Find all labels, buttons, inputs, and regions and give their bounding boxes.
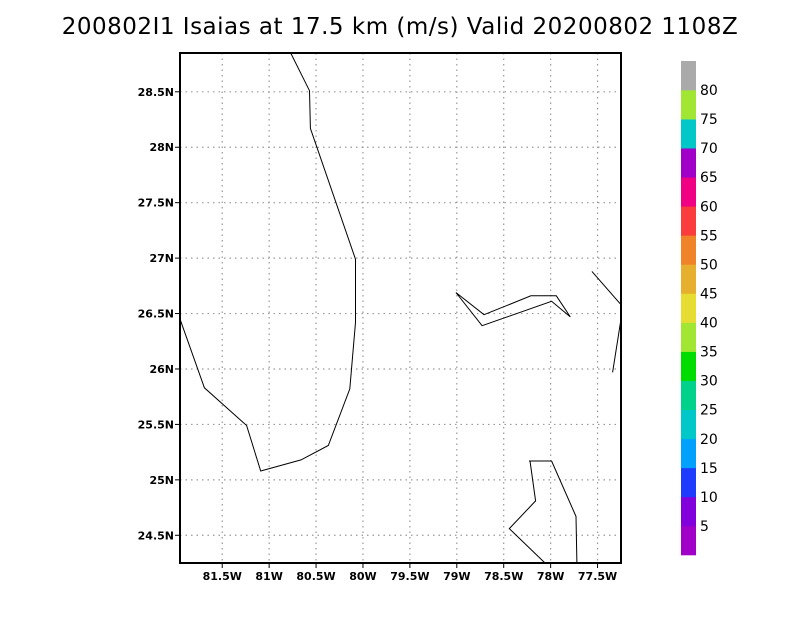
colorbar-label: 20 xyxy=(700,432,718,448)
lon-tick-label: 79W xyxy=(443,570,470,583)
lon-tick-label: 80.5W xyxy=(296,570,335,583)
coastline xyxy=(591,271,622,373)
lon-tick-label: 78W xyxy=(537,570,564,583)
coastline xyxy=(455,292,571,327)
lat-tick-label: 28.5N xyxy=(138,86,174,99)
lat-tick-label: 27N xyxy=(149,252,174,265)
colorbar-label: 25 xyxy=(700,403,718,419)
colorbar-swatch xyxy=(681,351,696,381)
lon-tick-label: 81.5W xyxy=(203,570,242,583)
colorbar-label: 5 xyxy=(700,519,709,535)
colorbar-swatch xyxy=(681,177,696,207)
lat-tick-label: 26.5N xyxy=(138,308,174,321)
colorbar-label: 30 xyxy=(700,374,718,390)
colorbar-swatch xyxy=(681,525,696,556)
lat-tick-label: 25N xyxy=(149,474,174,487)
colorbar-swatch xyxy=(681,264,696,294)
colorbar-label: 40 xyxy=(700,316,718,332)
colorbar-label: 50 xyxy=(700,257,718,273)
colorbar-label: 35 xyxy=(700,345,718,361)
axis-ticks: 24.5N 25N 25.5N 26N 26.5N 27N 27.5N 28N 28.5N 81.… xyxy=(138,86,618,583)
map-frame xyxy=(179,52,622,564)
colorbar-label: 55 xyxy=(700,228,718,244)
graticule xyxy=(180,53,621,563)
colorbar-swatch xyxy=(681,409,696,440)
lon-tick-label: 78.5W xyxy=(484,570,523,583)
colorbar-swatch xyxy=(681,148,696,178)
colorbar-swatch xyxy=(681,293,696,323)
colorbar-swatch xyxy=(681,235,696,265)
coastlines xyxy=(179,52,622,564)
lat-tick-label: 26N xyxy=(149,363,174,376)
lon-tick-label: 77.5W xyxy=(578,570,617,583)
colorbar-label: 75 xyxy=(700,112,718,128)
colorbar: 5 10 15 20 25 30 35 40 45 50 55 60 65 70 75 80 xyxy=(681,61,718,556)
colorbar-swatch xyxy=(681,90,696,120)
lat-tick-label: 28N xyxy=(149,141,174,154)
colorbar-label: 10 xyxy=(700,490,718,506)
colorbar-swatch xyxy=(681,467,696,498)
lat-tick-label: 25.5N xyxy=(138,418,174,431)
colorbar-label: 65 xyxy=(700,170,718,186)
colorbar-label: 45 xyxy=(700,286,718,302)
colorbar-swatch xyxy=(681,322,696,352)
map-title: 200802I1 Isaias at 17.5 km (m/s) Valid 2… xyxy=(61,14,739,40)
colorbar-swatch xyxy=(681,496,696,527)
colorbar-swatch xyxy=(681,206,696,236)
colorbar-swatch xyxy=(681,380,696,411)
coastline xyxy=(508,460,546,564)
colorbar-label: 80 xyxy=(700,83,718,99)
colorbar-swatch xyxy=(681,61,696,91)
coastline xyxy=(179,52,356,472)
coastline xyxy=(529,460,578,564)
lon-tick-label: 80W xyxy=(349,570,376,583)
lon-tick-label: 79.5W xyxy=(390,570,429,583)
lon-tick-label: 81W xyxy=(255,570,282,583)
colorbar-swatch xyxy=(681,438,696,469)
colorbar-label: 15 xyxy=(700,461,718,477)
lat-tick-label: 27.5N xyxy=(138,197,174,210)
colorbar-swatch xyxy=(681,119,696,149)
colorbar-label: 60 xyxy=(700,199,718,215)
colorbar-label: 70 xyxy=(700,141,718,157)
lat-tick-label: 24.5N xyxy=(138,529,174,542)
